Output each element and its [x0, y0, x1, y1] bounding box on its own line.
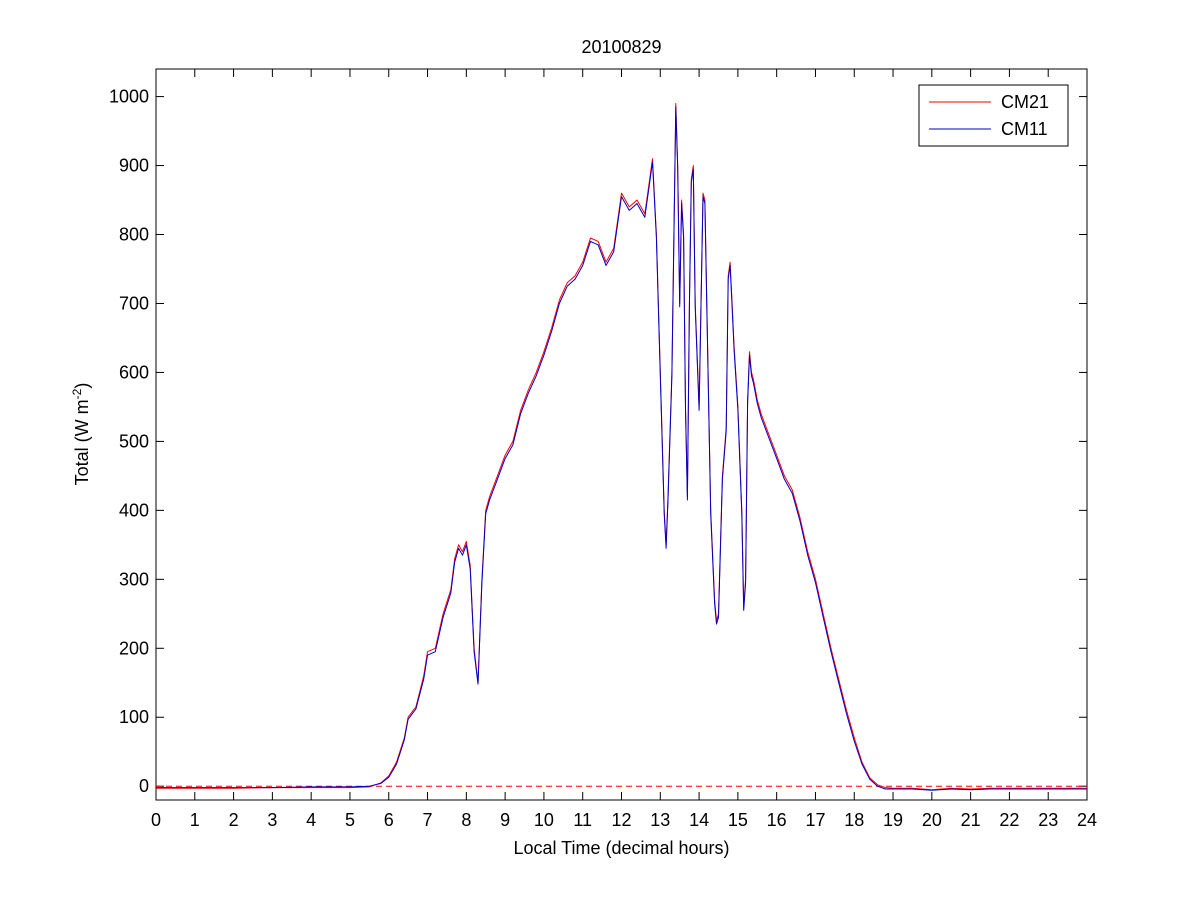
x-tick-label: 0	[151, 810, 161, 830]
y-tick-label: 1000	[109, 87, 149, 107]
x-tick-label: 5	[345, 810, 355, 830]
x-tick-label: 7	[423, 810, 433, 830]
x-axis-label: Local Time (decimal hours)	[513, 838, 729, 858]
x-tick-label: 22	[999, 810, 1019, 830]
x-tick-label: 10	[534, 810, 554, 830]
x-tick-label: 4	[306, 810, 316, 830]
series-layer	[156, 103, 1087, 791]
x-tick-label: 12	[611, 810, 631, 830]
y-tick-label: 600	[119, 362, 149, 382]
x-tick-label: 15	[728, 810, 748, 830]
y-tick-label: 500	[119, 431, 149, 451]
x-tick-label: 8	[461, 810, 471, 830]
y-tick-label: 700	[119, 293, 149, 313]
y-axis-label-close: )	[72, 383, 92, 389]
x-tick-label: 21	[961, 810, 981, 830]
y-tick-label: 800	[119, 225, 149, 245]
y-axis-label: Total (W m-2)	[70, 383, 92, 486]
y-tick-label: 400	[119, 500, 149, 520]
x-tick-label: 11	[573, 810, 592, 830]
x-tick-label: 24	[1077, 810, 1097, 830]
y-tick-label: 100	[119, 707, 149, 727]
y-axis-label-main: Total (W m	[72, 399, 92, 485]
legend-label-cm11: CM11	[1001, 119, 1048, 139]
y-tick-label: 0	[139, 776, 149, 796]
series-line-cm11	[156, 106, 1087, 791]
legend-box	[918, 84, 1069, 147]
x-tick-label: 16	[767, 810, 787, 830]
x-tick-label: 23	[1038, 810, 1058, 830]
y-tick-label: 300	[119, 569, 149, 589]
x-tick-label: 19	[883, 810, 903, 830]
x-tick-label: 3	[267, 810, 277, 830]
x-tick-label: 13	[650, 810, 670, 830]
x-tick-label: 9	[500, 810, 510, 830]
y-tick-label: 900	[119, 156, 149, 176]
legend: CM21 CM11	[918, 84, 1069, 147]
chart-title: 20100829	[581, 37, 661, 57]
x-tick-label: 20	[922, 810, 942, 830]
x-axis: 0 1 2 3 4 5 6 7 8 9 10 11 12 13 14 15 16 17 18 19 20 21 22 23 24	[151, 69, 1097, 830]
plot-area	[155, 68, 1088, 801]
x-tick-label: 2	[229, 810, 239, 830]
y-axis-label-sup: -2	[70, 388, 84, 399]
x-tick-label: 18	[844, 810, 864, 830]
x-tick-label: 6	[384, 810, 394, 830]
y-tick-label: 200	[119, 638, 149, 658]
x-tick-label: 17	[805, 810, 825, 830]
y-axis: 0 100 200 300 400 500 600 700 800 900 1000	[109, 87, 1087, 796]
x-tick-label: 1	[190, 810, 200, 830]
x-tick-label: 14	[689, 810, 709, 830]
legend-label-cm21: CM21	[1001, 92, 1049, 112]
